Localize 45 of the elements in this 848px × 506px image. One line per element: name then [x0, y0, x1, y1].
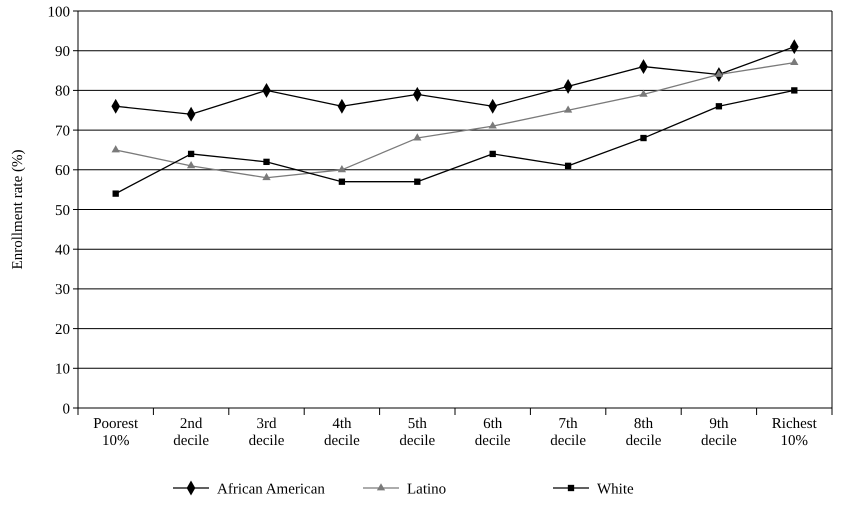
x-tick-label: 2nd decile: [173, 416, 210, 449]
point: [338, 178, 346, 185]
point: [716, 103, 722, 110]
point: [112, 145, 120, 152]
point: [790, 58, 798, 66]
point: [188, 150, 194, 158]
x-tick-label: 4th decile: [324, 416, 360, 449]
y-tick-label: 100: [48, 4, 70, 20]
point: [640, 134, 647, 142]
point: [714, 70, 724, 77]
legend-label: White: [597, 481, 634, 498]
point: [564, 162, 572, 169]
point: [413, 133, 422, 140]
x-tick-label: Poorest 10%: [93, 416, 140, 449]
point: [414, 178, 420, 185]
point: [112, 190, 119, 197]
y-tick-label: 70: [55, 123, 70, 140]
y-tick-label: 90: [55, 44, 70, 60]
point: [488, 121, 497, 129]
y-tick-label: 10: [55, 362, 70, 378]
point: [263, 158, 270, 166]
y-axis-title: Enrollment rate (%): [10, 150, 26, 270]
y-tick-label: 50: [55, 202, 70, 219]
x-tick-label: 8th decile: [626, 416, 662, 449]
point: [639, 90, 648, 97]
y-tick-label: 0: [62, 401, 70, 418]
point: [791, 87, 798, 94]
x-tick-label: 6th decile: [474, 416, 511, 449]
y-tick-label: 40: [55, 242, 70, 258]
y-tick-label: 30: [55, 282, 70, 298]
x-tick-label: 5th decile: [399, 416, 436, 449]
point: [186, 161, 196, 168]
y-tick-label: 20: [55, 322, 70, 338]
x-tick-label: Richest 10%: [772, 416, 818, 449]
y-tick-label: 80: [55, 84, 70, 100]
point: [338, 164, 346, 172]
x-tick-label: 3rd decile: [248, 416, 285, 449]
point: [490, 150, 496, 158]
x-tick-label: 7th decile: [550, 416, 586, 449]
y-tick-label: 60: [55, 163, 70, 180]
point: [564, 105, 572, 113]
legend-label: African American: [217, 481, 326, 498]
point: [262, 172, 271, 180]
x-tick-label: 9th decile: [700, 416, 738, 449]
legend-label: Latino: [407, 481, 446, 498]
